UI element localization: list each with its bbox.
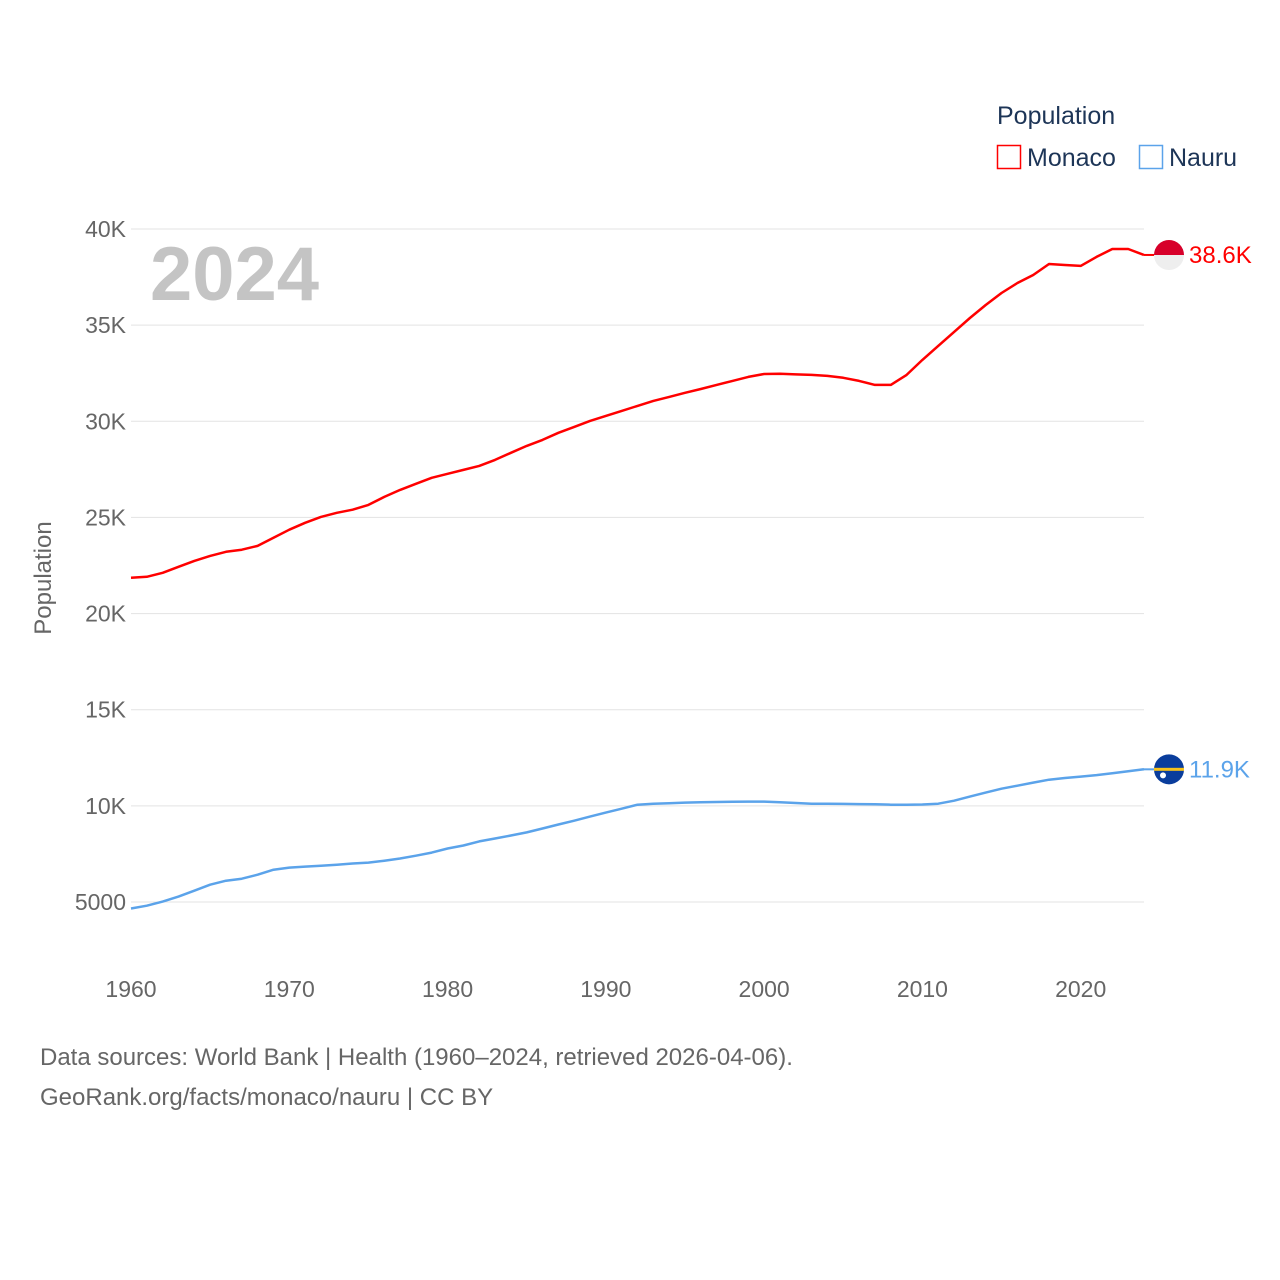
series-line-nauru xyxy=(130,768,1145,910)
x-tick-label: 1960 xyxy=(105,976,156,1002)
flag-monaco-icon xyxy=(1144,239,1184,270)
footer-link[interactable]: GeoRank.org/facts/monaco/nauru | CC BY xyxy=(40,1084,494,1111)
y-axis-label: Population xyxy=(30,521,57,634)
legend-label-monaco: Monaco xyxy=(1027,144,1116,172)
y-tick-label: 15K xyxy=(85,697,127,723)
legend-label-nauru: Nauru xyxy=(1169,144,1237,172)
x-tick-label: 1970 xyxy=(264,976,315,1002)
legend: Population Monaco Nauru xyxy=(996,102,1238,172)
gridlines xyxy=(131,228,1144,903)
x-tick-label: 1990 xyxy=(580,976,631,1002)
y-tick-label: 25K xyxy=(85,504,127,530)
end-label-nauru: 11.9K xyxy=(1189,756,1250,783)
y-tick-label: 35K xyxy=(85,312,127,338)
y-tick-label: 20K xyxy=(85,601,127,627)
x-axis-ticks: 1960 1970 1980 1990 2000 2010 2020 xyxy=(105,976,1106,1002)
x-tick-label: 2000 xyxy=(739,976,790,1002)
legend-swatch-monaco xyxy=(996,144,1022,170)
y-tick-label: 30K xyxy=(85,408,127,434)
series-lines xyxy=(130,247,1145,910)
series-end-markers: 38.6K 11.9K xyxy=(1144,239,1252,785)
x-tick-label: 2010 xyxy=(897,976,948,1002)
end-label-monaco: 38.6K xyxy=(1189,242,1252,269)
y-tick-label: 5000 xyxy=(75,889,126,915)
series-line-monaco xyxy=(130,247,1145,580)
legend-swatch-nauru xyxy=(1138,144,1164,170)
legend-title: Population xyxy=(997,102,1115,130)
y-tick-label: 40K xyxy=(85,216,127,242)
legend-item-monaco[interactable]: Monaco xyxy=(996,144,1116,172)
y-axis-ticks: 5000 10K 15K 20K 25K 30K 35K 40K xyxy=(75,216,127,915)
y-tick-label: 10K xyxy=(85,793,127,819)
flag-nauru-icon xyxy=(1144,754,1184,785)
year-watermark: 2024 xyxy=(150,232,319,317)
footer-source: Data sources: World Bank | Health (1960–… xyxy=(40,1044,793,1071)
legend-item-nauru[interactable]: Nauru xyxy=(1138,144,1238,172)
x-tick-label: 2020 xyxy=(1055,976,1106,1002)
x-tick-label: 1980 xyxy=(422,976,473,1002)
